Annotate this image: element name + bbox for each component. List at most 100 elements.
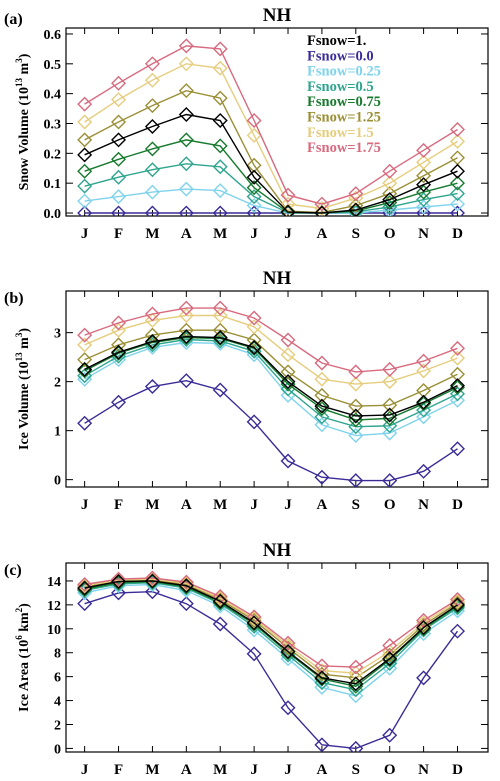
data-point — [77, 577, 93, 593]
data-point — [111, 315, 127, 331]
data-point — [111, 337, 127, 353]
data-point — [144, 205, 160, 216]
data-point — [382, 425, 398, 441]
data-point — [416, 620, 432, 636]
data-point — [246, 198, 262, 214]
data-point — [212, 300, 228, 316]
data-point — [144, 184, 160, 200]
data-point — [280, 364, 296, 380]
y-tick-label: 0.1 — [44, 177, 62, 192]
series-line — [84, 89, 458, 214]
data-point — [450, 591, 465, 607]
data-point — [416, 177, 432, 193]
data-point — [348, 428, 364, 444]
x-tick-label: F — [114, 762, 123, 778]
chart-title: NH — [263, 268, 292, 289]
data-point — [348, 408, 364, 424]
data-point — [111, 75, 127, 91]
chart-panel-2: (b) NH 0 1 2 3 J F M A M J J A S O N D Ice Volume (1013 m3… — [4, 268, 489, 513]
data-point — [450, 133, 465, 149]
data-point — [314, 401, 330, 417]
y-tick-label: 0.3 — [44, 117, 62, 132]
data-point — [144, 573, 160, 589]
x-tick-label: M — [213, 226, 227, 242]
data-point — [314, 371, 330, 387]
data-point — [348, 659, 364, 675]
data-point — [280, 376, 296, 392]
x-tick-label: J — [284, 497, 292, 513]
data-point — [144, 72, 160, 88]
data-point — [77, 163, 93, 179]
data-point — [77, 337, 93, 353]
data-point — [382, 418, 398, 434]
data-point — [280, 644, 296, 660]
x-tick-label: J — [81, 762, 89, 778]
data-point — [178, 205, 194, 216]
data-point — [246, 180, 262, 196]
x-tick-label: A — [316, 497, 327, 513]
x-tick-label: N — [418, 762, 429, 778]
data-point — [314, 205, 330, 216]
data-point — [246, 169, 262, 185]
chart-panel-1: (a) NH 0.0 0.1 0.2 0.3 0.4 0.5 0.6 J F M A M J J A S O N D Sn… — [4, 5, 489, 242]
data-point — [212, 183, 228, 199]
data-point — [144, 571, 160, 587]
data-point — [77, 580, 93, 596]
x-tick-label: D — [452, 497, 463, 513]
chart-title: NH — [263, 5, 292, 26]
data-point — [212, 590, 228, 606]
data-point — [314, 387, 330, 403]
data-point — [77, 96, 93, 112]
data-point — [246, 310, 262, 326]
data-point — [348, 740, 364, 752]
y-tick-label: 0.2 — [44, 147, 62, 162]
data-point — [178, 83, 194, 99]
y-tick-label: 0.0 — [44, 207, 62, 222]
data-point — [382, 727, 398, 743]
data-point — [450, 121, 465, 137]
x-tick-label: A — [316, 226, 327, 242]
data-point — [212, 591, 228, 607]
legend-entry: Fsnow=0.25 — [307, 64, 381, 80]
data-point — [382, 407, 398, 423]
data-point — [246, 339, 262, 355]
data-point — [314, 409, 330, 425]
data-point — [77, 205, 93, 216]
series-line — [84, 578, 458, 679]
y-tick-label: 12 — [47, 599, 61, 614]
data-point — [416, 142, 432, 158]
data-point — [212, 589, 228, 604]
x-tick-label: J — [250, 226, 258, 242]
data-point — [77, 352, 93, 368]
x-tick-label: A — [316, 762, 327, 778]
data-point — [178, 56, 194, 72]
panel-label: (a) — [4, 11, 23, 28]
data-point — [111, 344, 127, 360]
data-point — [212, 616, 228, 632]
x-tick-label: D — [452, 226, 463, 242]
data-point — [178, 107, 194, 123]
data-point — [178, 156, 194, 172]
data-point — [416, 409, 432, 425]
series-line — [84, 578, 458, 674]
legend-entry: Fsnow=0.0 — [307, 48, 374, 64]
data-point — [144, 56, 160, 72]
data-point — [178, 38, 194, 54]
data-point — [77, 327, 93, 343]
series-line — [84, 338, 458, 428]
x-tick-label: S — [352, 497, 360, 513]
data-point — [450, 441, 465, 457]
data-point — [212, 138, 228, 154]
x-tick-label: J — [81, 226, 89, 242]
x-tick-label: M — [213, 762, 227, 778]
data-point — [382, 473, 398, 487]
legend-entry: Fsnow=1.25 — [307, 110, 381, 126]
data-point — [450, 386, 465, 402]
x-tick-label: A — [181, 762, 192, 778]
data-point — [416, 463, 432, 479]
data-point — [382, 397, 398, 413]
data-point — [348, 473, 364, 487]
data-point — [314, 737, 330, 752]
x-tick-label: A — [181, 497, 192, 513]
